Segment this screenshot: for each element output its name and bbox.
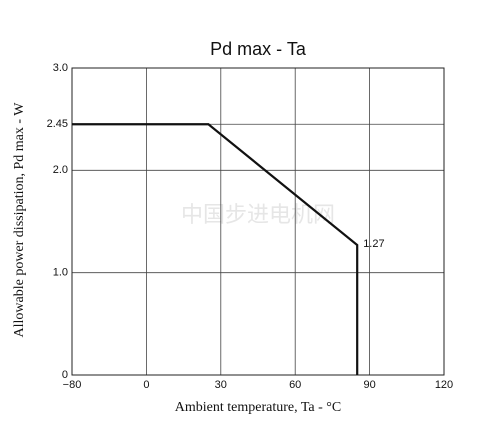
x-tick-label: 60 bbox=[289, 379, 301, 391]
x-tick-label: 90 bbox=[363, 379, 375, 391]
y-tick-label: 3.0 bbox=[53, 62, 68, 74]
data-label: 1.27 bbox=[363, 238, 384, 250]
chart-title: Pd max - Ta bbox=[210, 39, 307, 59]
y-tick-label: 1.0 bbox=[53, 267, 68, 279]
y-tick-label: 2.0 bbox=[53, 164, 68, 176]
data-line bbox=[72, 123, 359, 375]
y-tick-label: 0 bbox=[62, 369, 68, 381]
plot-frame bbox=[71, 67, 445, 376]
y-tick-label: 2.45 bbox=[47, 118, 68, 130]
x-tick-label: 0 bbox=[143, 379, 149, 391]
y-axis-label: Allowable power dissipation, Pd max - W bbox=[12, 102, 27, 338]
x-tick-label: 120 bbox=[435, 379, 453, 391]
x-tick-label: 30 bbox=[215, 379, 227, 391]
x-axis-label: Ambient temperature, Ta - °C bbox=[175, 400, 341, 415]
x-tick-label: −80 bbox=[63, 379, 82, 391]
watermark: 中国步进电机网 bbox=[181, 203, 335, 228]
